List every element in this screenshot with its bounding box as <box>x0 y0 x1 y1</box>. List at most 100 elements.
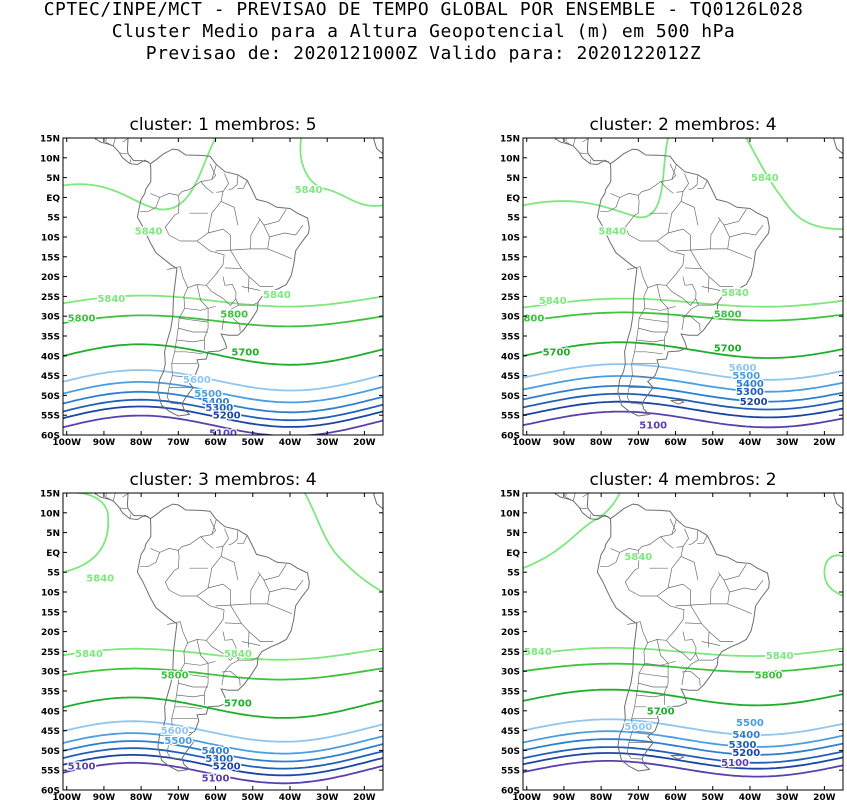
lon-label: 50W <box>242 793 265 803</box>
country-border <box>140 552 161 567</box>
contour-label-5840: 5840 <box>97 294 125 305</box>
country-border <box>667 200 699 234</box>
lat-label: 40S <box>41 352 60 362</box>
country-border <box>660 181 674 194</box>
country-border <box>681 653 700 686</box>
lon-label: 70W <box>167 793 190 803</box>
country-border <box>247 631 250 648</box>
lat-label: EQ <box>46 549 60 559</box>
country-border <box>178 682 209 688</box>
contour-5600 <box>523 363 843 381</box>
lat-label: 40S <box>41 707 60 717</box>
contour-label-5200: 5200 <box>740 397 768 408</box>
country-border <box>707 631 710 648</box>
lat-label: 15S <box>501 253 520 263</box>
country-border <box>237 180 248 190</box>
country-border <box>174 706 203 710</box>
contour-label-5840: 5840 <box>135 227 163 238</box>
country-border <box>122 138 130 143</box>
lat-label: 20S <box>501 628 520 638</box>
country-border <box>727 248 752 260</box>
lat-label: 10S <box>501 234 520 244</box>
contour-label-5800: 5800 <box>755 671 783 682</box>
country-border <box>681 298 700 331</box>
contour-label-5100: 5100 <box>202 774 230 785</box>
country-border <box>681 315 701 332</box>
contour-5200 <box>63 405 383 428</box>
country-border <box>644 305 676 311</box>
lat-label: 55S <box>41 412 60 422</box>
country-border <box>688 174 699 191</box>
country-border <box>140 197 161 212</box>
country-border <box>723 209 747 226</box>
contour-5840-east <box>823 554 843 597</box>
contour-5100 <box>63 414 383 435</box>
coastline-central-america <box>126 493 149 518</box>
country-border <box>676 173 689 193</box>
contour-label-5200: 5200 <box>213 411 241 422</box>
country-border <box>247 276 250 293</box>
lat-label: 25S <box>41 648 60 658</box>
lat-label: 15S <box>501 608 520 618</box>
lon-label: 80W <box>590 438 613 448</box>
lon-label: 40W <box>279 793 302 803</box>
contour-label-5800: 5800 <box>161 671 189 682</box>
country-border <box>105 493 112 501</box>
contour-label-5840: 5840 <box>721 288 749 299</box>
country-border <box>727 603 752 615</box>
lon-label: 30W <box>316 793 339 803</box>
lat-label: 50S <box>41 747 60 757</box>
country-border <box>176 694 205 698</box>
country-border <box>269 579 304 593</box>
country-border <box>610 548 639 553</box>
country-border <box>624 163 677 242</box>
lon-label: 20W <box>353 438 376 448</box>
lon-label: 100W <box>512 438 541 448</box>
lat-label: 10N <box>500 154 520 164</box>
lon-label: 40W <box>739 438 762 448</box>
lon-label: 30W <box>316 438 339 448</box>
country-border <box>196 583 231 606</box>
country-border <box>684 267 702 270</box>
header-subtitle: Cluster Medio para a Altura Geopotencial… <box>111 21 736 42</box>
contour-label-5400: 5400 <box>202 746 230 757</box>
lon-label: 100W <box>512 793 541 803</box>
contour-label-5700: 5700 <box>224 698 252 709</box>
country-border <box>627 240 685 289</box>
country-border <box>589 514 592 519</box>
country-border <box>196 284 209 350</box>
lat-label: 15N <box>40 135 60 145</box>
country-border <box>656 228 691 251</box>
country-border <box>572 138 576 146</box>
contour-label-5100: 5100 <box>721 758 749 769</box>
contour-label-5840: 5840 <box>86 574 114 585</box>
lat-label: 50S <box>41 392 60 402</box>
panel-title: cluster: 4 membros: 2 <box>589 470 776 490</box>
country-border <box>579 507 588 510</box>
lat-label: 45S <box>501 727 520 737</box>
country-border <box>600 197 621 212</box>
lat-label: 5S <box>507 214 520 224</box>
contour-5840-north <box>63 493 110 574</box>
coastline-falklands <box>210 400 225 405</box>
lat-label: 35S <box>41 333 60 343</box>
map-panel-3: cluster: 3 membros: 4 5840 5840 5840 5800 570… <box>40 470 384 803</box>
contour-label-5800: 5800 <box>68 314 96 325</box>
contour-5840 <box>523 297 843 309</box>
contour-label-5300: 5300 <box>736 387 764 398</box>
country-border <box>228 529 239 546</box>
country-border <box>589 159 592 164</box>
country-border <box>267 248 292 260</box>
contour-5700 <box>63 343 383 366</box>
contour-label-5840: 5840 <box>524 647 552 658</box>
country-border <box>178 327 209 333</box>
contour-label-5840: 5840 <box>624 552 652 563</box>
country-border <box>211 519 217 535</box>
contour-label-5400: 5400 <box>736 379 764 390</box>
country-border <box>167 240 225 289</box>
country-border <box>701 286 721 291</box>
country-border <box>666 631 697 662</box>
contour-5700 <box>523 341 843 359</box>
country-border <box>698 656 719 661</box>
